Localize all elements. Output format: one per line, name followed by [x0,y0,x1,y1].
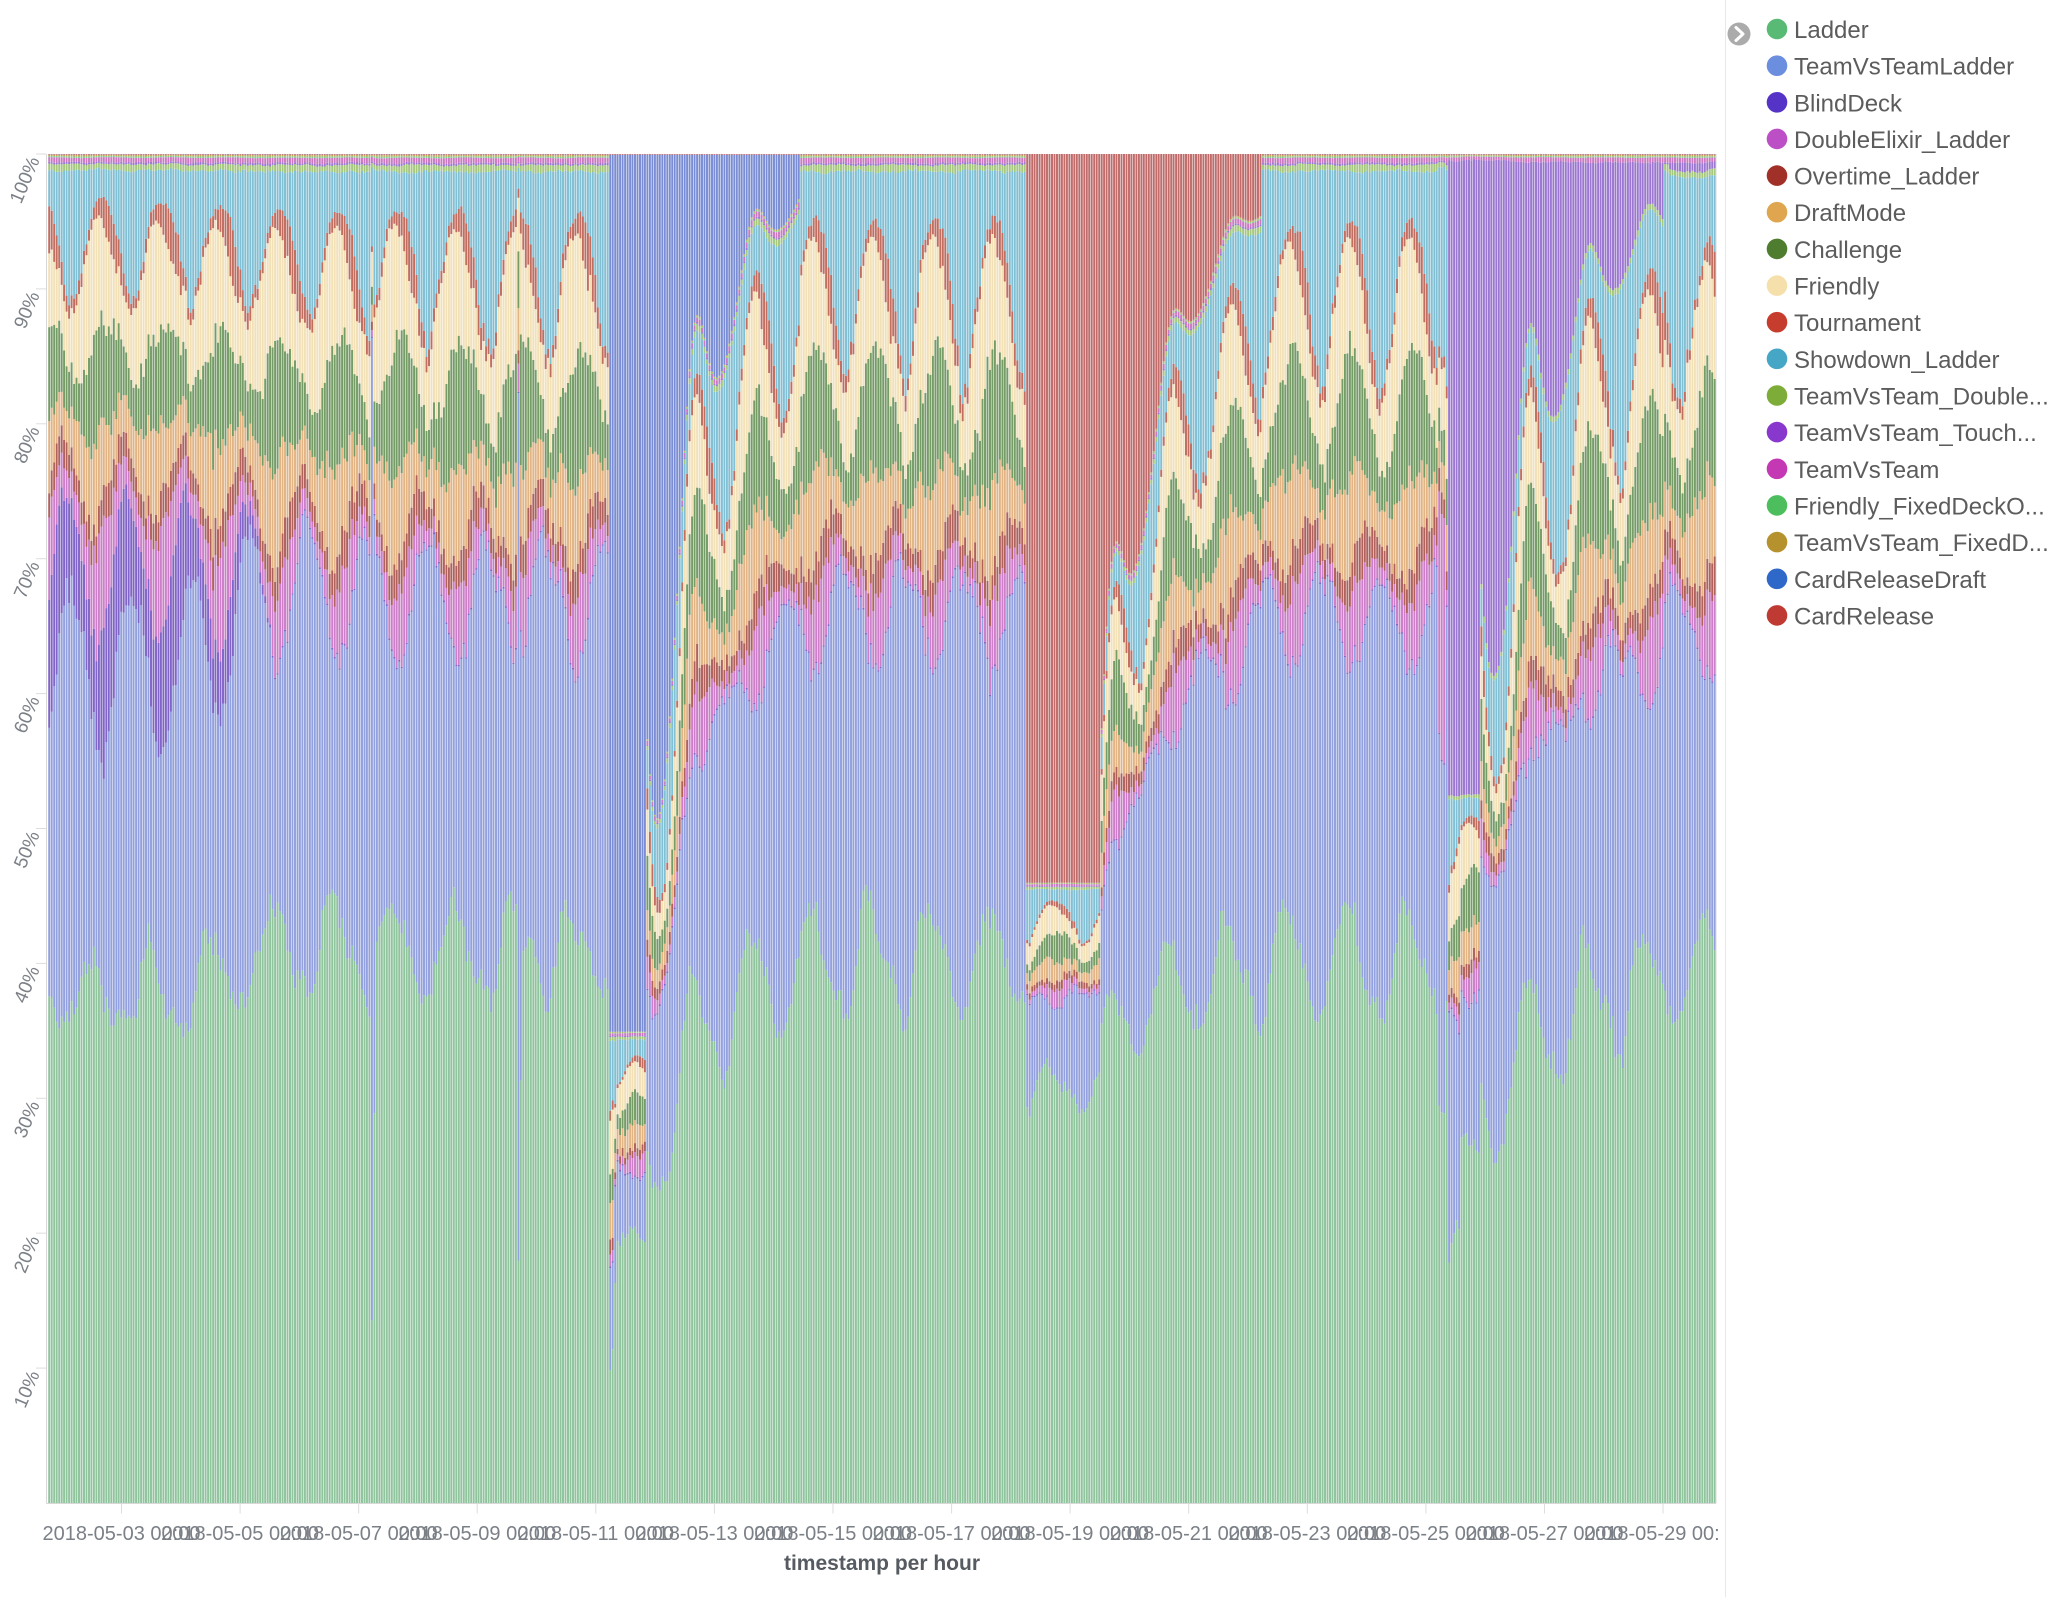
svg-text:Showdown_Ladder: Showdown_Ladder [1794,347,2000,374]
svg-text:Challenge: Challenge [1794,237,1902,264]
svg-text:2018-05-11 00:00: 2018-05-11 00:00 [518,1523,674,1545]
svg-text:2018-05-17 00:00: 2018-05-17 00:00 [873,1523,1031,1545]
svg-text:2018-05-09 00:00: 2018-05-09 00:00 [398,1523,556,1545]
svg-text:Tournament: Tournament [1794,310,1921,337]
svg-text:2018-05-19 00:00: 2018-05-19 00:00 [991,1523,1149,1545]
svg-text:2018-05-13 00:00: 2018-05-13 00:00 [635,1523,793,1545]
svg-text:DoubleElixir_Ladder: DoubleElixir_Ladder [1794,127,2010,154]
svg-text:2018-05-21 00:00: 2018-05-21 00:00 [1110,1523,1268,1545]
svg-text:2018-05-05 00:00: 2018-05-05 00:00 [161,1523,319,1545]
svg-text:BlindDeck: BlindDeck [1794,90,1903,117]
svg-text:Overtime_Ladder: Overtime_Ladder [1794,164,1979,191]
svg-text:CardReleaseDraft: CardReleaseDraft [1794,567,1986,594]
svg-text:TeamVsTeam_Double...: TeamVsTeam_Double... [1794,384,2048,411]
svg-text:TeamVsTeam_FixedD...: TeamVsTeam_FixedD... [1794,530,2048,557]
svg-text:2018-05-25 00:00: 2018-05-25 00:00 [1347,1523,1505,1545]
svg-text:2018-05-15 00:00: 2018-05-15 00:00 [754,1523,912,1545]
svg-text:TeamVsTeam_Touch...: TeamVsTeam_Touch... [1794,420,2037,447]
svg-text:TeamVsTeamLadder: TeamVsTeamLadder [1794,54,2014,81]
svg-text:Ladder: Ladder [1794,17,1869,44]
svg-text:CardRelease: CardRelease [1794,603,1934,630]
svg-text:2018-05-03 00:00: 2018-05-03 00:00 [43,1523,201,1545]
svg-text:2018-05-27 00:00: 2018-05-27 00:00 [1466,1523,1624,1545]
svg-text:TeamVsTeam: TeamVsTeam [1794,457,1939,484]
svg-text:Friendly_FixedDeckO...: Friendly_FixedDeckO... [1794,494,2045,521]
svg-text:2018-05-23 00:00: 2018-05-23 00:00 [1228,1523,1386,1545]
svg-text:DraftMode: DraftMode [1794,200,1906,227]
svg-text:timestamp per hour: timestamp per hour [784,1552,980,1575]
svg-text:2018-05-29 00:00: 2018-05-29 00:00 [1584,1523,1742,1545]
svg-text:Friendly: Friendly [1794,274,1879,301]
svg-text:2018-05-07 00:00: 2018-05-07 00:00 [280,1523,438,1545]
